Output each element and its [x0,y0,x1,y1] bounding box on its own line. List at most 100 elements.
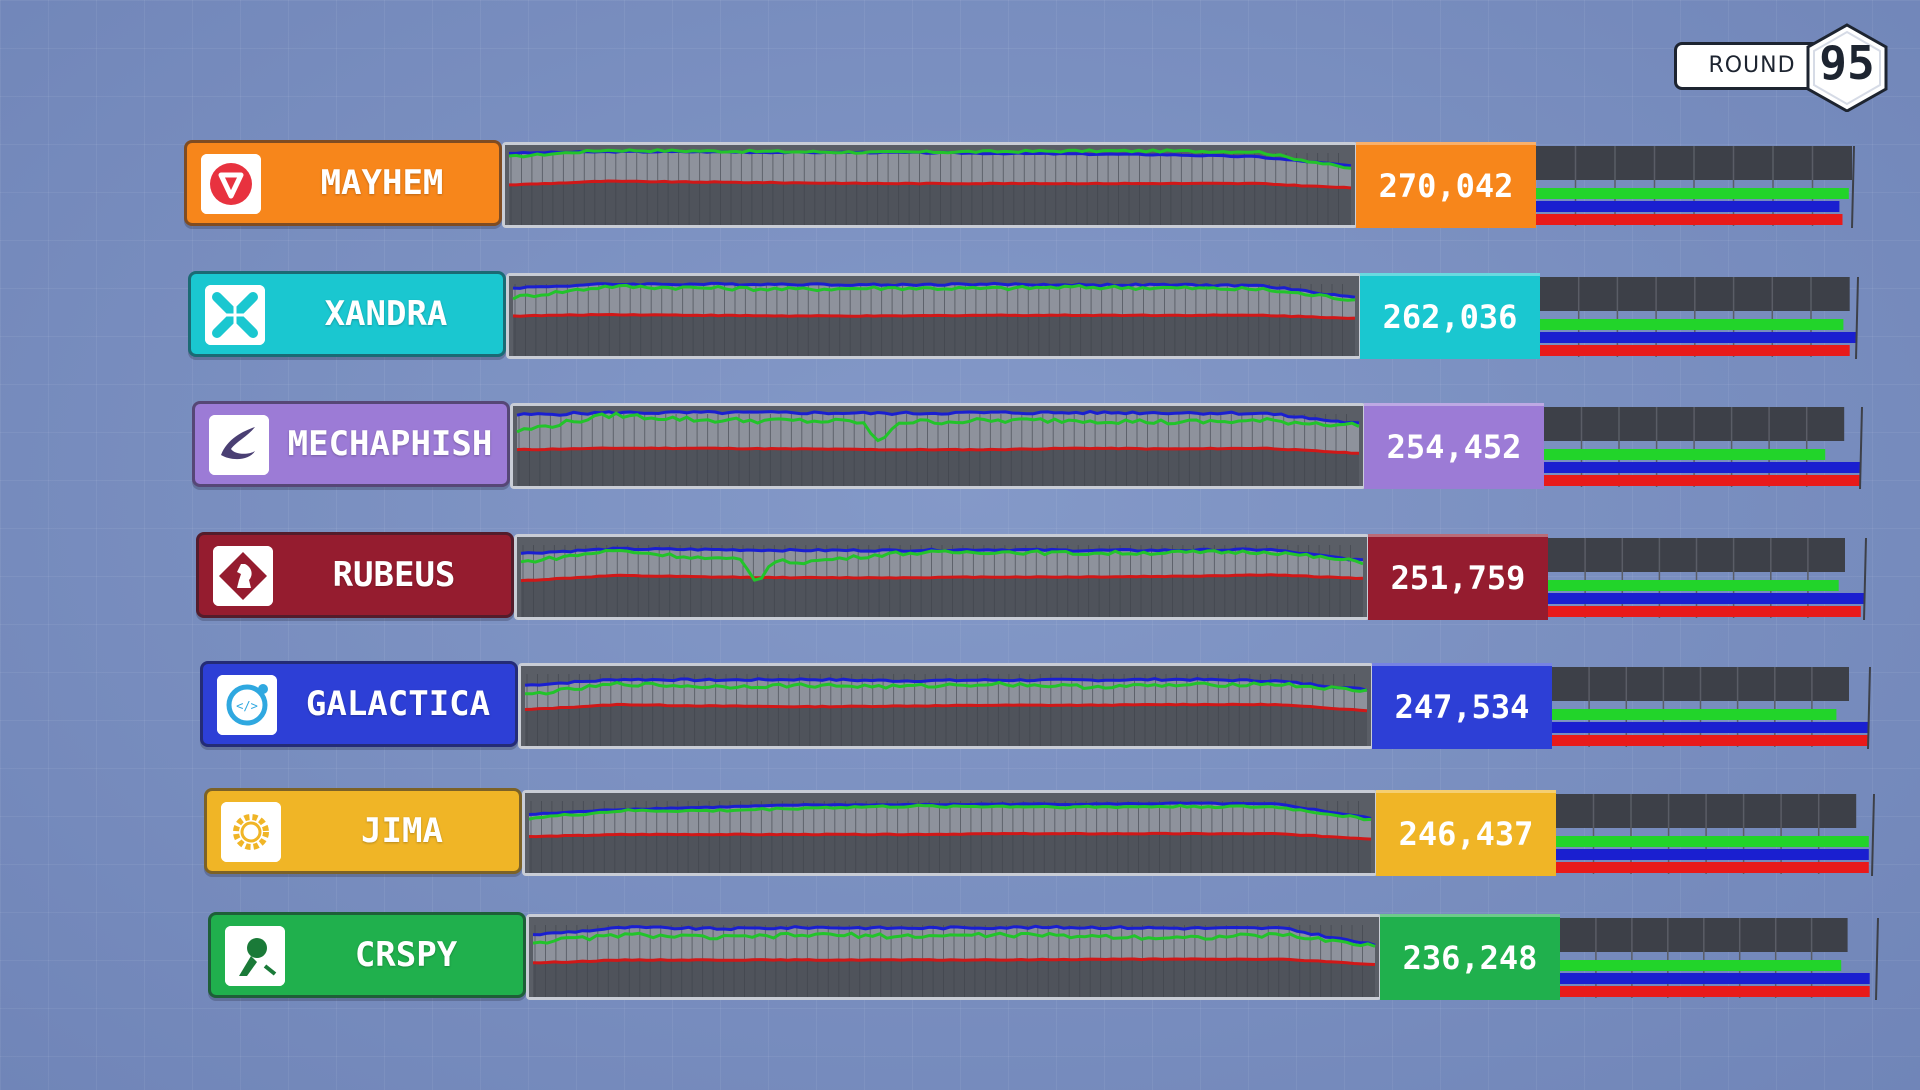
team-score-box: 251,759 [1368,534,1548,620]
rubeus-logo-icon [213,546,273,606]
stat-bar-blue [1552,722,1868,733]
stat-bar-end-line [1851,145,1855,228]
team-score: 246,437 [1398,815,1534,853]
team-name: CRSPY [354,935,458,975]
series-line-green [520,548,1364,582]
series-line-blue [524,677,1368,692]
series-line-blue [528,801,1372,820]
series-line-red [528,831,1372,841]
series-line-red [532,957,1376,966]
series-line-green [532,931,1376,948]
team-score-box: 236,248 [1380,914,1560,1000]
round-label: ROUND [1708,53,1796,78]
team-stat-bars [1540,275,1860,359]
series-line-red [520,573,1364,583]
mayhem-logo-icon [201,154,261,214]
stat-bar-red [1548,606,1861,617]
stat-bar-green [1556,836,1869,847]
team-name: MAYHEM [320,163,444,203]
mechaphish-logo-icon [209,415,269,475]
xandra-logo-icon [205,285,265,345]
series-line-green [512,283,1356,302]
series-line-green [528,803,1372,822]
stat-bar-green [1548,580,1839,591]
series-line-red [516,446,1360,455]
team-score: 254,452 [1386,428,1522,466]
stat-bar-green [1552,709,1837,720]
stat-bar-red [1556,862,1869,873]
series-line-red [512,312,1356,320]
stat-bar-red [1540,345,1850,356]
team-score-box: 254,452 [1364,403,1544,489]
stat-bar-end-line [1871,793,1875,876]
stat-bar-blue [1548,593,1864,604]
team-score-graph [514,534,1370,620]
series-line-green [516,411,1360,443]
crspy-logo-icon [225,926,285,986]
round-indicator: ROUND 95 [1674,22,1896,112]
stat-bar-end-line [1875,917,1879,1000]
series-line-green [508,148,1352,170]
stat-bar-green [1560,960,1842,971]
team-score-graph [518,663,1374,749]
team-name-box: JIMA [204,788,522,874]
stat-bar-blue [1536,201,1840,212]
team-score-graph [522,790,1378,876]
stat-bar-blue [1560,973,1870,984]
team-score-box: 246,437 [1376,790,1556,876]
team-stat-bars [1552,665,1872,749]
team-name: JIMA [361,811,443,851]
series-line-blue [512,281,1356,299]
team-score-box: 270,042 [1356,142,1536,228]
stat-bar-red [1544,475,1860,486]
team-score-box: 262,036 [1360,273,1540,359]
team-score: 270,042 [1378,167,1514,205]
stat-bar-red [1536,214,1843,225]
stat-bar-blue [1540,332,1856,343]
team-stat-bars [1560,916,1880,1000]
team-score-graph [506,273,1362,359]
team-score-box: 247,534 [1372,663,1552,749]
team-name-box: </> GALACTICA [200,661,518,747]
team-score-graph [502,142,1358,228]
team-score-graph [510,403,1366,489]
stat-bar-end-line [1863,537,1867,620]
team-score: 251,759 [1390,559,1526,597]
stat-bar-red [1560,986,1870,997]
team-name: MECHAPHISH [287,424,493,464]
stat-bar-green [1536,188,1849,199]
stat-bar-green [1540,319,1844,330]
team-name-box: XANDRA [188,271,506,357]
team-stat-bars [1556,792,1876,876]
team-stat-bars [1544,405,1864,489]
stat-bar-end-line [1859,406,1863,489]
stat-bar-green [1544,449,1826,460]
team-name: GALACTICA [305,684,491,724]
team-score-graph [526,914,1382,1000]
team-name-box: MECHAPHISH [192,401,510,487]
series-line-blue [532,924,1376,947]
team-score: 247,534 [1394,688,1530,726]
team-name-box: MAYHEM [184,140,502,226]
team-score: 262,036 [1382,298,1518,336]
team-score: 236,248 [1402,939,1538,977]
jima-logo-icon [221,802,281,862]
series-line-red [509,179,1352,190]
team-name-box: CRSPY [208,912,526,998]
team-stat-bars [1536,144,1856,228]
stat-bar-red [1552,735,1868,746]
series-line-blue [516,409,1360,425]
series-line-green [524,680,1368,696]
galactica-logo-icon: </> [217,675,277,735]
svg-text:</>: </> [236,699,258,713]
stat-bar-end-line [1855,276,1859,359]
stat-bar-blue [1556,849,1869,860]
team-name-box: RUBEUS [196,532,514,618]
team-name: RUBEUS [332,555,456,595]
stat-bar-blue [1544,462,1860,473]
series-line-red [524,702,1368,713]
team-name: XANDRA [324,294,448,334]
stat-bar-end-line [1867,666,1871,749]
round-number: 95 [1819,36,1875,90]
round-hexagon-icon [1806,23,1888,112]
